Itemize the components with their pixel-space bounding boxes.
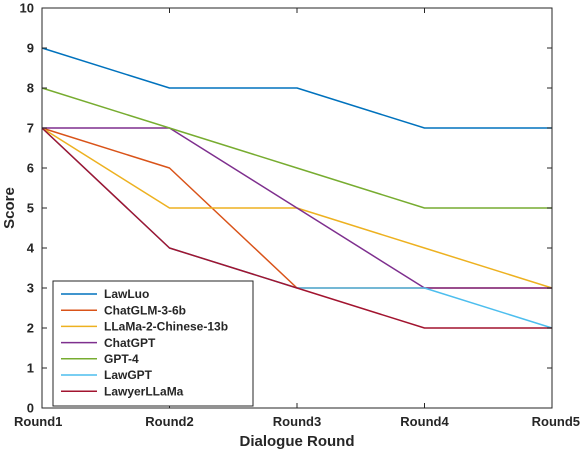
y-tick-label: 4: [27, 241, 35, 256]
y-tick-label: 5: [27, 201, 34, 216]
legend-label: LawyerLLaMa: [104, 384, 184, 398]
y-tick-label: 0: [27, 401, 34, 416]
y-tick-label: 8: [27, 81, 34, 96]
legend-label: LLaMa-2-Chinese-13b: [104, 320, 228, 334]
series-line-chatgpt: [42, 127, 552, 289]
legend-label: ChatGLM-3-6b: [104, 303, 186, 317]
series-line-gpt-4: [41, 87, 552, 209]
y-tick-label: 3: [27, 281, 34, 296]
y-tick-label: 6: [27, 161, 34, 176]
x-tick-label: Round3: [273, 414, 321, 429]
x-tick-label: Round1: [14, 414, 62, 429]
y-tick-label: 7: [27, 121, 34, 136]
legend: LawLuo ChatGLM-3-6b LLaMa-2-Chinese-13b Cha…: [52, 280, 254, 407]
legend-label: LawLuo: [104, 287, 149, 301]
series-line-lawyerllama: [41, 127, 552, 329]
y-tick-label: 2: [27, 321, 34, 336]
y-axis-ticks: 0 1 2 3 4 5 6 7 8 9 10: [20, 1, 552, 416]
legend-label: ChatGPT: [104, 336, 156, 350]
y-tick-label: 1: [27, 361, 34, 376]
series-line-lawluo: [41, 47, 552, 129]
x-axis-ticks: Round1 Round2 Round3 Round4 Round5: [14, 8, 580, 429]
y-tick-label: 9: [27, 41, 34, 56]
x-tick-label: Round4: [400, 414, 449, 429]
x-tick-label: Round5: [532, 414, 580, 429]
x-axis-title: Dialogue Round: [240, 433, 355, 450]
series-layer: [41, 47, 553, 329]
legend-items: LawLuo ChatGLM-3-6b LLaMa-2-Chinese-13b Cha…: [61, 287, 228, 398]
y-tick-label: 10: [20, 1, 34, 16]
legend-label: GPT-4: [104, 352, 139, 366]
legend-label: LawGPT: [104, 368, 153, 382]
legend-box: [52, 280, 254, 407]
x-tick-label: Round2: [145, 414, 193, 429]
y-axis-title: Score: [1, 187, 18, 229]
